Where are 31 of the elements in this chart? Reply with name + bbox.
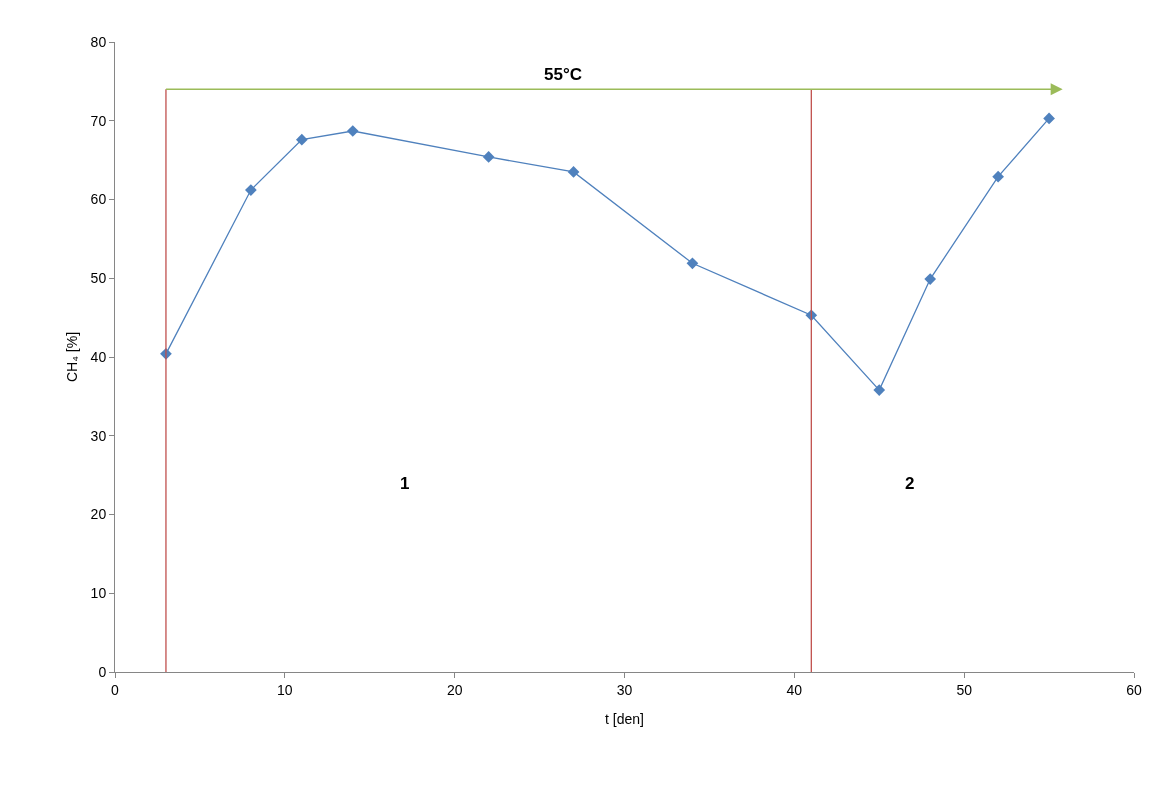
- annotation: 55°C: [544, 65, 582, 84]
- y-tick-label: 20: [90, 506, 107, 523]
- x-tick-label: 20: [446, 681, 463, 698]
- x-axis-title: t [den]: [605, 711, 644, 727]
- point: [992, 170, 1004, 183]
- annotation: 2: [905, 474, 915, 493]
- point: [295, 133, 308, 146]
- point: [245, 184, 257, 196]
- annotation: 1: [400, 474, 410, 493]
- x-tick-label: 60: [1126, 681, 1142, 698]
- x-tick-label: 10: [277, 681, 293, 698]
- point: [482, 151, 495, 163]
- y-tick-label: 40: [90, 348, 107, 365]
- y-tick-label: 0: [98, 663, 107, 680]
- x-tick-label: 30: [616, 681, 633, 698]
- point: [873, 384, 886, 396]
- point: [686, 257, 699, 270]
- y-tick-label: 50: [90, 270, 107, 287]
- y-tick-label: 60: [90, 191, 107, 208]
- y-tick-label: 70: [90, 112, 107, 129]
- point: [346, 125, 359, 137]
- point: [567, 166, 580, 178]
- point: [924, 273, 937, 285]
- y-tick-label: 30: [90, 427, 107, 444]
- x-tick-label: 0: [111, 681, 120, 698]
- x-tick-label: 50: [956, 681, 973, 698]
- x-tick-label: 40: [786, 681, 803, 698]
- y-axis-title: CH₄ [%]: [64, 331, 80, 383]
- y-tick-label: 10: [90, 585, 107, 602]
- y-tick-label: 80: [90, 33, 107, 50]
- point: [1043, 112, 1055, 125]
